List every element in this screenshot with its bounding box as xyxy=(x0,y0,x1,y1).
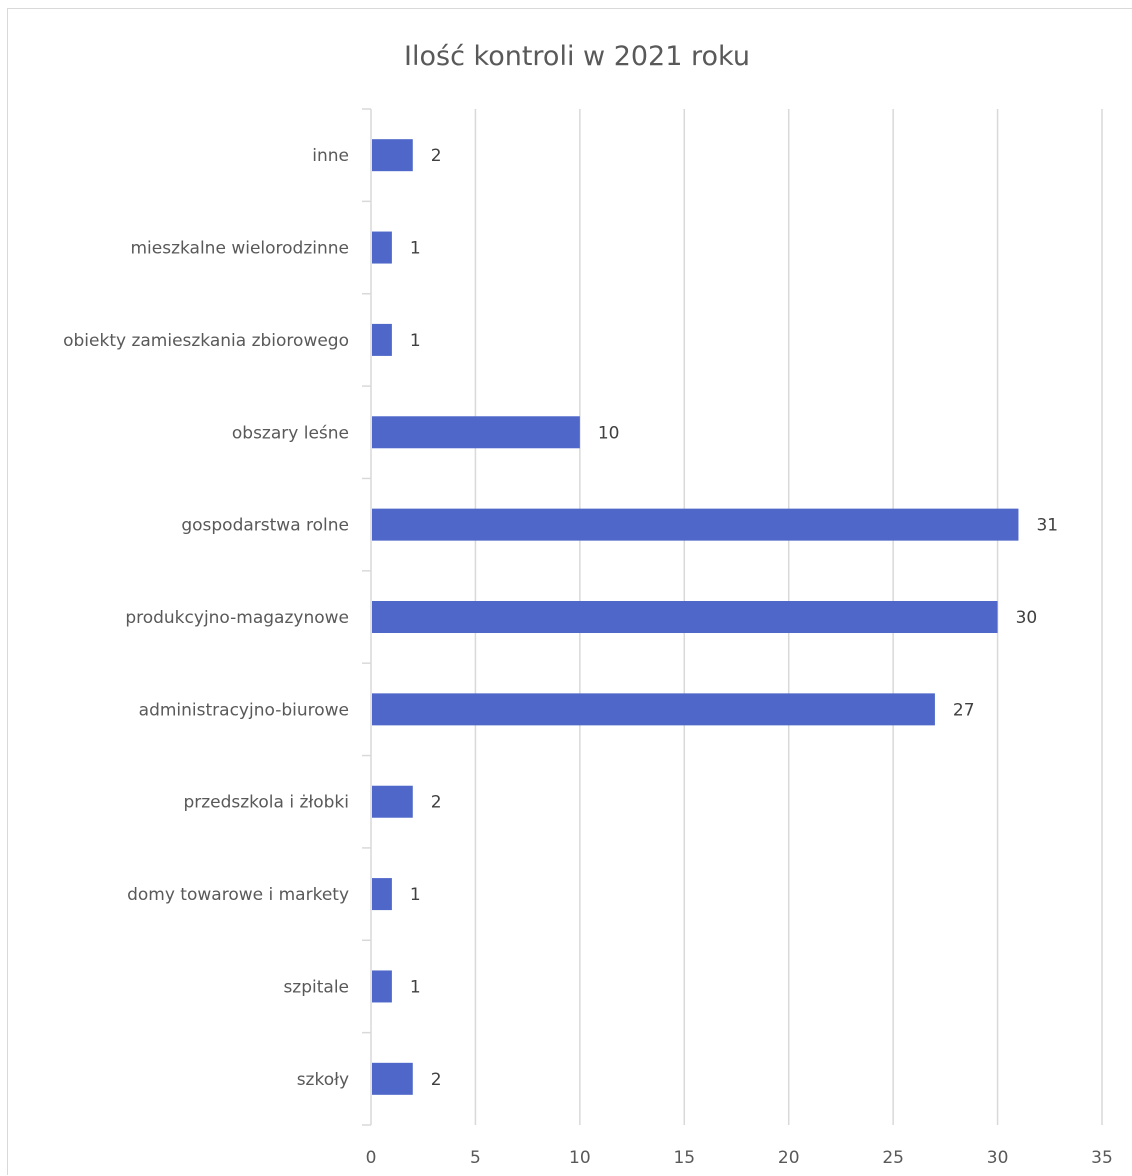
category-label: gospodarstwa rolne xyxy=(181,516,349,536)
bar xyxy=(372,785,413,818)
chart-frame: Ilość kontroli w 2021 roku inne mieszkaln… xyxy=(7,8,1132,1175)
bar xyxy=(372,139,413,172)
x-tick-label: 10 xyxy=(569,1148,591,1168)
x-tick-label: 15 xyxy=(673,1148,695,1168)
data-label: 1 xyxy=(410,977,421,997)
data-label: 2 xyxy=(431,793,442,813)
category-label: obiekty zamieszkania zbiorowego xyxy=(63,331,349,351)
category-label: administracyjno-biurowe xyxy=(139,700,349,720)
x-tick-label: 30 xyxy=(987,1148,1009,1168)
category-label: przedszkola i żłobki xyxy=(183,793,349,813)
data-label: 10 xyxy=(598,423,620,443)
x-tick-label: 5 xyxy=(470,1148,481,1168)
data-label: 1 xyxy=(410,239,421,259)
bars xyxy=(372,139,1019,1095)
category-labels: inne mieszkalne wielorodzinne obiekty zami… xyxy=(63,146,349,1090)
category-label: szpitale xyxy=(283,977,349,997)
bar xyxy=(372,231,392,264)
x-tick-label: 0 xyxy=(366,1148,377,1168)
category-label: szkoły xyxy=(297,1070,349,1090)
data-label: 30 xyxy=(1016,608,1038,628)
x-tick-labels: 0 5 10 15 20 25 30 35 xyxy=(366,1148,1113,1168)
data-labels: 2 1 1 10 31 30 27 2 1 1 2 xyxy=(410,146,1058,1090)
category-label: inne xyxy=(312,146,349,166)
chart-title: Ilość kontroli w 2021 roku xyxy=(404,41,750,72)
bar-chart: Ilość kontroli w 2021 roku inne mieszkaln… xyxy=(63,41,1113,1168)
bar xyxy=(372,1062,413,1095)
data-label: 31 xyxy=(1036,516,1058,536)
bar xyxy=(372,878,392,911)
bar xyxy=(372,693,935,726)
bar xyxy=(372,416,580,449)
x-tick-label: 35 xyxy=(1091,1148,1113,1168)
category-label: produkcyjno-magazynowe xyxy=(125,608,349,628)
data-label: 1 xyxy=(410,331,421,351)
x-tick-label: 25 xyxy=(882,1148,904,1168)
data-label: 1 xyxy=(410,885,421,905)
data-label: 27 xyxy=(953,700,975,720)
bar xyxy=(372,970,392,1003)
bar xyxy=(372,508,1019,541)
data-label: 2 xyxy=(431,1070,442,1090)
bar xyxy=(372,323,392,356)
category-axis xyxy=(362,108,372,1126)
category-label: obszary leśne xyxy=(232,423,349,443)
bar xyxy=(372,601,998,633)
category-label: domy towarowe i markety xyxy=(127,885,349,905)
category-label: mieszkalne wielorodzinne xyxy=(130,239,349,259)
x-tick-label: 20 xyxy=(778,1148,800,1168)
data-label: 2 xyxy=(431,146,442,166)
